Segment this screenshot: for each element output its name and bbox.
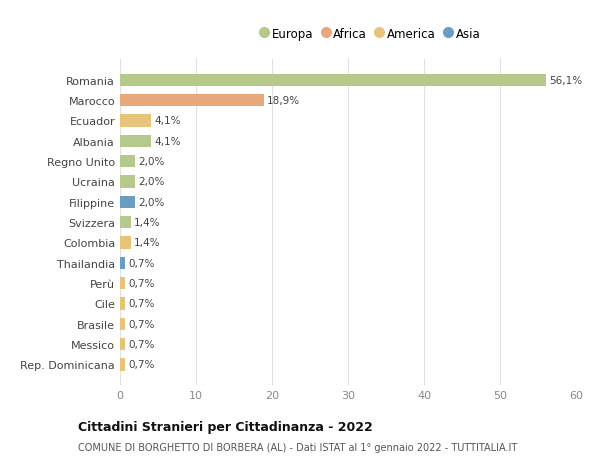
Bar	[120, 277, 125, 290]
Text: 56,1%: 56,1%	[550, 76, 583, 85]
Bar	[120, 74, 547, 87]
Text: 2,0%: 2,0%	[138, 157, 164, 167]
Text: Cittadini Stranieri per Cittadinanza - 2022: Cittadini Stranieri per Cittadinanza - 2…	[78, 420, 373, 433]
Bar	[120, 135, 151, 147]
Text: 18,9%: 18,9%	[266, 96, 300, 106]
Bar	[120, 318, 125, 330]
Bar	[120, 176, 135, 188]
Text: 4,1%: 4,1%	[154, 116, 181, 126]
Text: 0,7%: 0,7%	[128, 339, 155, 349]
Bar	[120, 196, 135, 208]
Bar	[120, 95, 263, 107]
Text: COMUNE DI BORGHETTO DI BORBERA (AL) - Dati ISTAT al 1° gennaio 2022 - TUTTITALIA: COMUNE DI BORGHETTO DI BORBERA (AL) - Da…	[78, 442, 517, 452]
Text: 2,0%: 2,0%	[138, 177, 164, 187]
Bar	[120, 358, 125, 371]
Text: 0,7%: 0,7%	[128, 319, 155, 329]
Bar	[120, 217, 131, 229]
Text: 1,4%: 1,4%	[134, 238, 160, 248]
Bar	[120, 156, 135, 168]
Text: 0,7%: 0,7%	[128, 360, 155, 369]
Text: 2,0%: 2,0%	[138, 197, 164, 207]
Text: 0,7%: 0,7%	[128, 279, 155, 288]
Legend: Europa, Africa, America, Asia: Europa, Africa, America, Asia	[256, 23, 485, 45]
Bar	[120, 257, 125, 269]
Text: 1,4%: 1,4%	[134, 218, 160, 228]
Text: 0,7%: 0,7%	[128, 258, 155, 268]
Bar	[120, 237, 131, 249]
Text: 4,1%: 4,1%	[154, 136, 181, 146]
Bar	[120, 298, 125, 310]
Bar	[120, 115, 151, 127]
Text: 0,7%: 0,7%	[128, 299, 155, 309]
Bar	[120, 338, 125, 351]
